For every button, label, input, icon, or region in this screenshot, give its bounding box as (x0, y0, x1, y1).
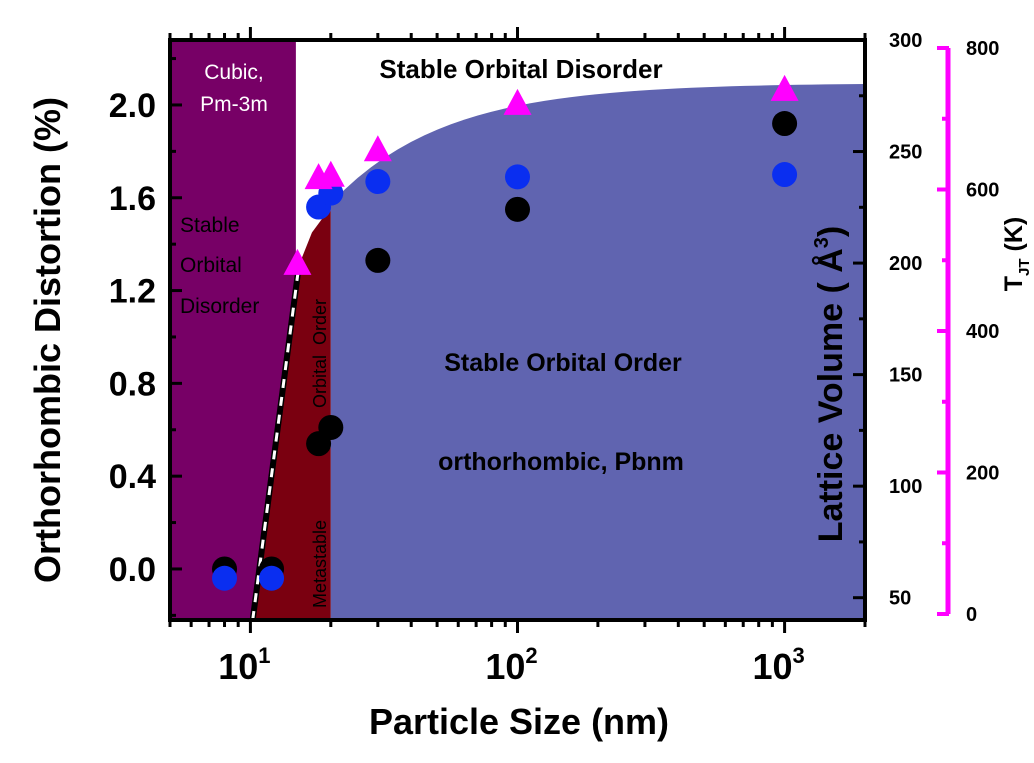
annotation-left-line1: Stable (180, 214, 240, 237)
annotations: Cubic, Pm-3m Stable Orbital Disorder Sta… (180, 54, 684, 608)
x-tick-base: 10 (752, 646, 792, 687)
y-tick-label-5: 2.0 (109, 87, 156, 125)
y3-title-end: (K) (1000, 217, 1028, 259)
y2-title-main: Lattice Volume ( Å (812, 248, 850, 542)
y2-tick-label-1: 100 (889, 476, 922, 498)
boundary-lines (249, 264, 302, 621)
y-tick-label-0: 0.0 (109, 551, 156, 589)
marker-s1-p5 (505, 164, 530, 190)
data-markers (212, 74, 799, 591)
annotation-cubic-line2: Pm-3m (200, 93, 268, 116)
y3-axis-title: TJT (K) (1000, 217, 1033, 291)
marker-s2-p5 (770, 74, 799, 101)
x-tick-exp: 2 (525, 643, 537, 668)
y3-tick-label-0: 0 (966, 604, 977, 626)
marker-s0-p5 (505, 196, 530, 222)
x-tick-exp: 1 (258, 643, 270, 668)
y3-tick-label-4: 800 (966, 38, 999, 60)
marker-s2-p3 (363, 135, 392, 162)
annotation-stable-disorder-top: Stable Orbital Disorder (379, 54, 662, 84)
annotation-left-line3: Disorder (180, 295, 259, 318)
axes: 101 102 1030.00.40.81.21.62.05010015020025… (109, 27, 999, 687)
x-tick-base: 10 (485, 646, 525, 687)
marker-s0-p6 (772, 111, 798, 137)
y-tick-label-4: 1.6 (109, 180, 156, 218)
x-axis-title: Particle Size (nm) (369, 701, 669, 742)
y3-title-main: T (1000, 276, 1028, 291)
annotation-stable-order: Stable Orbital Order (444, 349, 682, 377)
marker-s2-p0 (283, 248, 312, 275)
y2-tick-label-4: 250 (889, 142, 922, 164)
y-tick-label-3: 1.2 (109, 273, 156, 311)
regions-layer (170, 40, 865, 621)
marker-s1-p1 (259, 565, 285, 591)
stable-order-region (330, 83, 865, 620)
x-tick-base: 10 (218, 646, 258, 687)
y-tick-label-2: 0.8 (109, 365, 156, 403)
annotation-left-line2: Orbital (180, 254, 242, 277)
y2-tick-label-0: 50 (889, 588, 911, 610)
x-tick-label-1: 102 (485, 643, 537, 687)
x-tick-label-2: 103 (752, 643, 804, 687)
x-tick-exp: 3 (792, 643, 804, 668)
marker-s2-p4 (503, 88, 532, 115)
y2-tick-label-3: 200 (889, 253, 922, 275)
annotation-metastable-vertical: Metastable (310, 520, 330, 608)
marker-s1-p6 (772, 162, 798, 188)
marker-s1-p0 (212, 565, 238, 591)
y2-axis-title: Lattice Volume ( Å3) (811, 226, 850, 543)
y2-title-end: ) (812, 226, 850, 237)
annotation-orbital-order-vertical: Orbital Order (310, 299, 330, 408)
y3-tick-label-2: 400 (966, 321, 999, 343)
marker-s2-p2 (316, 160, 345, 187)
y3-title-sub: JT (1016, 258, 1033, 276)
y2-tick-label-2: 150 (889, 365, 922, 387)
marker-s0-p4 (365, 247, 391, 273)
annotation-cubic-line1: Cubic, (204, 61, 264, 84)
y-axis-title: Orthorhombic Distortion (%) (27, 97, 68, 583)
marker-s0-p3 (318, 414, 344, 440)
marker-s1-p4 (365, 169, 391, 195)
y-tick-label-1: 0.4 (109, 458, 156, 496)
boundary-line-white-dash (251, 264, 301, 621)
y2-tick-label-5: 300 (889, 30, 922, 52)
y3-tick-label-1: 200 (966, 463, 999, 485)
x-tick-label-0: 101 (218, 643, 270, 687)
metastable-region (252, 207, 331, 621)
annotation-phase: orthorhombic, Pbnm (438, 448, 684, 476)
y2-title-sup: 3 (811, 237, 833, 248)
y3-tick-label-3: 600 (966, 180, 999, 202)
